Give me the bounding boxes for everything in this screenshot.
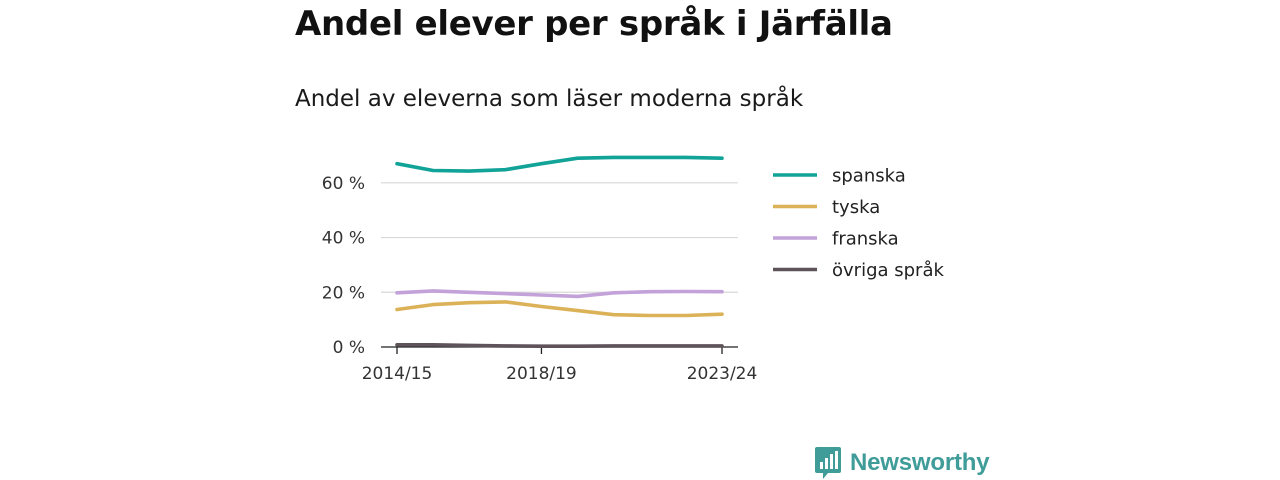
y-tick-label: 40 %: [322, 229, 365, 249]
y-tick-label: 0 %: [333, 338, 365, 358]
legend-label: övriga språk: [832, 260, 944, 281]
newsworthy-logo-icon: [815, 447, 841, 479]
series-line-tyska: [395, 300, 724, 318]
legend-label: franska: [832, 229, 899, 250]
y-tick-label: 60 %: [322, 174, 365, 194]
gridlines: [381, 182, 738, 293]
x-axis: 2014/15 2018/19 2023/24: [362, 346, 758, 384]
y-tick-label: 20 %: [322, 283, 365, 303]
series-line-spanska: [395, 155, 724, 173]
chart-title: Andel elever per språk i Järfälla: [295, 4, 893, 44]
series-line-övriga-språk: [395, 343, 724, 348]
legend: spanska tyska franska övriga språk: [773, 166, 944, 281]
x-tick-label: 2023/24: [687, 364, 758, 384]
brand-logo: Newsworthy: [814, 446, 990, 480]
brand-name: Newsworthy: [850, 449, 990, 476]
chart-subtitle: Andel av eleverna som läser moderna språ…: [295, 86, 804, 112]
series-line-franska: [395, 289, 724, 299]
x-tick-label: 2014/15: [362, 364, 433, 384]
x-tick-label: 2018/19: [506, 364, 577, 384]
legend-label: tyska: [832, 197, 880, 218]
legend-label: spanska: [832, 166, 906, 187]
y-axis: 0 % 20 % 40 % 60 %: [322, 174, 365, 358]
series-lines: [395, 155, 724, 348]
line-chart: 0 % 20 % 40 % 60 % 2014/15 2018/19 2023/24 sp…: [322, 155, 944, 384]
